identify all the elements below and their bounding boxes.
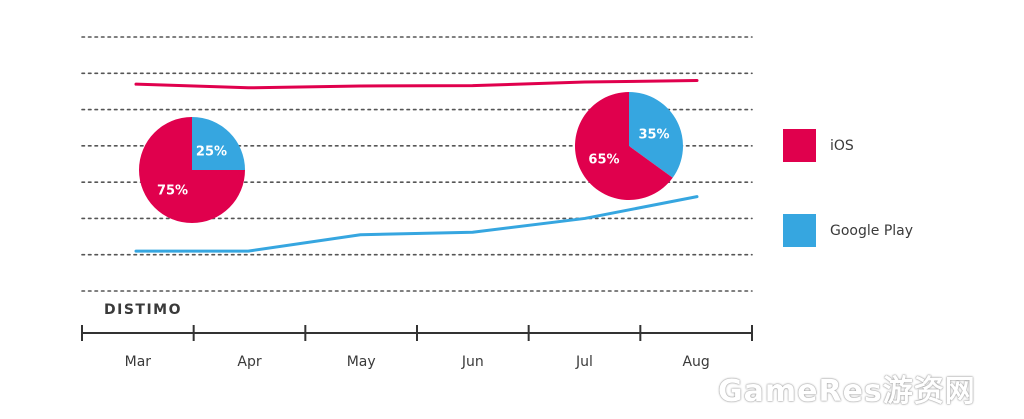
- legend-label-ios: iOS: [830, 137, 854, 154]
- x-tick-label: Jun: [461, 354, 484, 370]
- pie-slice-label: 75%: [157, 183, 188, 198]
- legend-label-google-play: Google Play: [830, 222, 914, 239]
- legend-swatch-ios: [783, 129, 816, 162]
- x-tick-label: Aug: [682, 354, 709, 370]
- watermark: GameRes游资网: [718, 374, 976, 409]
- series-line-ios: [134, 79, 699, 90]
- legend-swatch-google-play: [783, 214, 816, 247]
- x-tick-label: Jul: [575, 354, 593, 370]
- x-tick-label: Apr: [237, 354, 261, 370]
- pie-slice: [629, 92, 683, 178]
- pie-slice: [192, 117, 245, 170]
- x-tick-label: Mar: [125, 354, 152, 370]
- legend-item-google-play: Google Play: [783, 214, 913, 247]
- x-tick-label: May: [347, 354, 376, 370]
- pie-slice: [574, 92, 673, 200]
- series-line-google-play: [134, 195, 699, 253]
- distimo-logo: DISTIMO: [104, 302, 183, 318]
- pie-slice-label: 25%: [196, 145, 227, 160]
- legend-item-ios: iOS: [783, 129, 854, 162]
- pie-slice-label: 65%: [588, 153, 619, 168]
- pie-slice-label: 35%: [638, 127, 669, 142]
- pie-slice: [139, 117, 245, 223]
